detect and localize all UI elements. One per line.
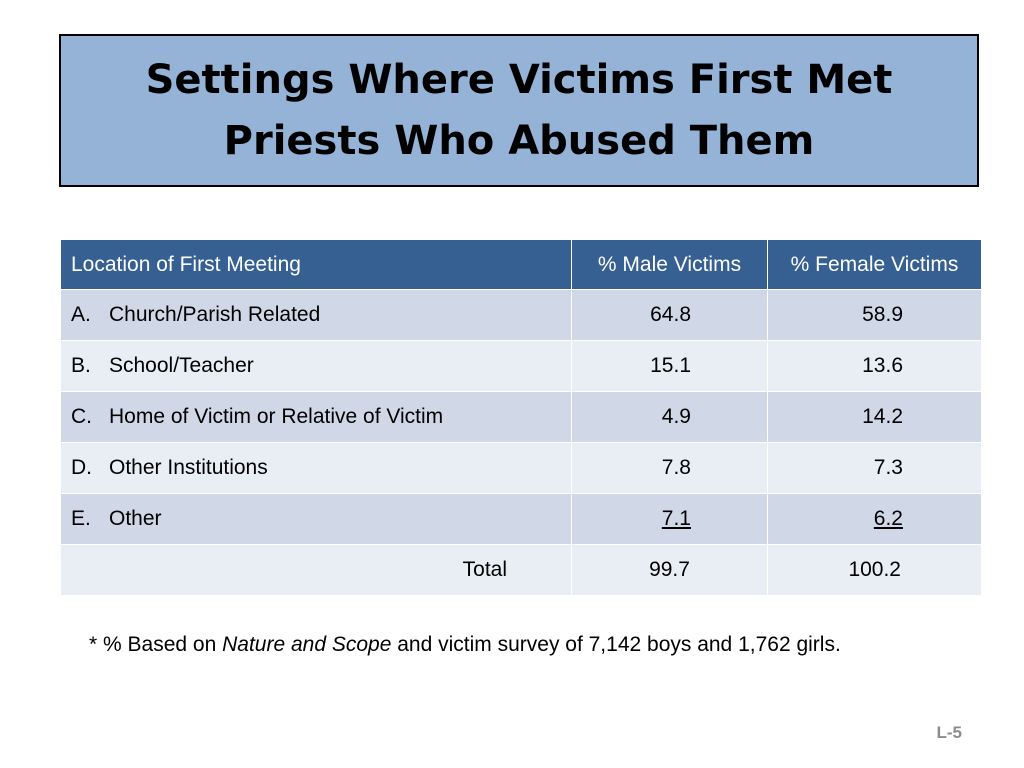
- title-line-2: Priests Who Abused Them: [223, 117, 815, 164]
- table-row: A. Church/Parish Related 64.8 58.9: [60, 289, 982, 341]
- header-location: Location of First Meeting: [60, 239, 572, 290]
- table-header-row: Location of First Meeting % Male Victims…: [60, 239, 982, 290]
- male-total: 99.7: [571, 544, 768, 596]
- total-label: Total: [60, 544, 572, 596]
- footnote-italic: Nature and Scope: [222, 633, 392, 656]
- male-value: 15.1: [571, 340, 768, 392]
- title-line-1: Settings Where Victims First Met: [145, 56, 893, 103]
- row-letter: B.: [71, 354, 91, 377]
- location-cell: D. Other Institutions: [60, 442, 572, 494]
- footnote-prefix: * % Based on: [89, 633, 223, 656]
- table-row: D. Other Institutions 7.8 7.3: [60, 442, 982, 494]
- row-letter: C.: [71, 405, 92, 428]
- location-cell: C. Home of Victim or Relative of Victim: [60, 391, 572, 443]
- title-box: Settings Where Victims First Met Priests…: [59, 34, 979, 187]
- male-value: 4.9: [571, 391, 768, 443]
- location-cell: A. Church/Parish Related: [60, 289, 572, 341]
- page-number: L-5: [936, 723, 963, 742]
- female-value: 7.3: [767, 442, 982, 494]
- footnote: * % Based on Nature and Scope and victim…: [89, 633, 841, 657]
- table-row: E. Other 7.1 6.2: [60, 493, 982, 545]
- location-text: Church/Parish Related: [109, 303, 321, 326]
- female-value: 6.2: [873, 507, 903, 530]
- table-row: C. Home of Victim or Relative of Victim 4…: [60, 391, 982, 443]
- location-text: Home of Victim or Relative of Victim: [109, 405, 444, 428]
- male-value: 7.1: [661, 507, 691, 530]
- location-cell: E. Other: [60, 493, 572, 545]
- female-value: 58.9: [767, 289, 982, 341]
- location-text: Other: [109, 507, 162, 530]
- header-female: % Female Victims: [767, 239, 982, 290]
- footnote-suffix: and victim survey of 7,142 boys and 1,76…: [391, 633, 841, 656]
- row-letter: E.: [71, 507, 91, 530]
- male-value-cell: 7.1: [571, 493, 768, 545]
- female-total: 100.2: [767, 544, 982, 596]
- location-text: Other Institutions: [109, 456, 268, 479]
- location-text: School/Teacher: [109, 354, 254, 377]
- female-value-cell: 6.2: [767, 493, 982, 545]
- table-row: B. School/Teacher 15.1 13.6: [60, 340, 982, 392]
- male-value: 7.8: [571, 442, 768, 494]
- location-cell: B. School/Teacher: [60, 340, 572, 392]
- victims-table: Location of First Meeting % Male Victims…: [60, 239, 982, 596]
- row-letter: A.: [71, 303, 91, 326]
- header-male: % Male Victims: [571, 239, 768, 290]
- female-value: 14.2: [767, 391, 982, 443]
- table-total-row: Total 99.7 100.2: [60, 544, 982, 596]
- female-value: 13.6: [767, 340, 982, 392]
- row-letter: D.: [71, 456, 92, 479]
- male-value: 64.8: [571, 289, 768, 341]
